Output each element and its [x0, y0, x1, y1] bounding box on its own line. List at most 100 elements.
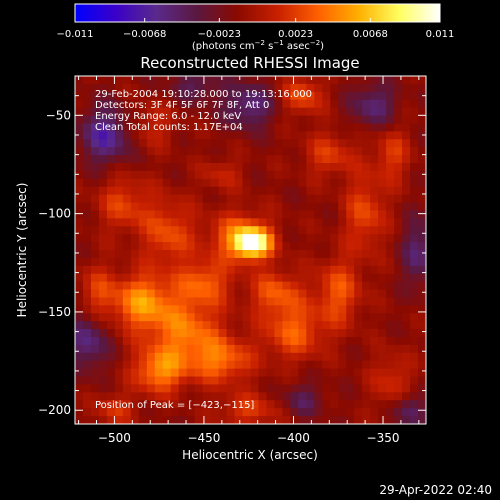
heatmap-cell — [418, 234, 426, 243]
heatmap-cell — [114, 131, 124, 140]
heatmap-cell — [170, 178, 180, 188]
heatmap-cell — [258, 408, 268, 417]
heatmap-cell — [306, 344, 315, 354]
heatmap-cell — [250, 273, 260, 283]
heatmap-cell — [218, 289, 228, 299]
heatmap-cell — [210, 344, 220, 354]
heatmap-cell — [234, 257, 244, 267]
heatmap-cell — [154, 352, 164, 362]
heatmap-cell — [202, 115, 212, 125]
heatmap-cell — [146, 376, 156, 386]
heatmap-cell — [234, 289, 244, 299]
heatmap-cell — [410, 313, 419, 322]
heatmap-cell — [250, 115, 260, 125]
heatmap-cell — [146, 250, 156, 259]
heatmap-cell — [122, 147, 132, 156]
heatmap-cell — [234, 265, 244, 275]
heatmap-cell — [154, 257, 164, 267]
heatmap-cell — [106, 337, 116, 346]
heatmap-cell — [386, 313, 395, 322]
info-line-time: 29-Feb-2004 19:10:28.000 to 19:13:16.000 — [95, 89, 312, 100]
heatmap-cell — [394, 178, 403, 188]
heatmap-cell — [218, 170, 228, 180]
heatmap-cell — [202, 384, 212, 393]
heatmap-cell — [338, 139, 347, 148]
heatmap-cell — [122, 226, 132, 235]
heatmap-cell — [354, 313, 363, 322]
heatmap-cell — [378, 155, 387, 164]
heatmap-cell — [106, 313, 116, 322]
heatmap-cell — [282, 107, 291, 117]
heatmap-cell — [274, 194, 284, 204]
heatmap-cell — [75, 99, 84, 109]
heatmap-cell — [370, 250, 379, 259]
heatmap-cell — [186, 250, 196, 259]
heatmap-cell — [274, 234, 284, 243]
heatmap-cell — [75, 163, 84, 172]
heatmap-cell — [290, 297, 299, 306]
heatmap-cell — [250, 186, 260, 196]
x-tick-label: −350 — [367, 431, 400, 445]
heatmap-cell — [82, 123, 92, 132]
heatmap-cell — [386, 83, 395, 93]
heatmap-cell — [354, 83, 363, 93]
heatmap-cell — [386, 115, 395, 125]
heatmap-cell — [402, 123, 411, 132]
heatmap-cell — [162, 273, 172, 283]
heatmap-cell — [218, 265, 228, 275]
heatmap-cell — [202, 392, 212, 401]
heatmap-cell — [346, 163, 355, 172]
heatmap-cell — [330, 194, 339, 204]
heatmap-cell — [210, 218, 220, 227]
heatmap-cell — [82, 83, 92, 93]
heatmap-cell — [218, 218, 228, 227]
heatmap-cell — [122, 360, 132, 370]
heatmap-cell — [210, 234, 220, 243]
heatmap-cell — [322, 250, 331, 259]
heatmap-cell — [82, 329, 92, 338]
heatmap-cell — [210, 360, 220, 370]
heatmap-cell — [98, 416, 108, 424]
heatmap-cell — [250, 392, 260, 401]
heatmap-cell — [370, 139, 379, 148]
heatmap-cell — [306, 131, 315, 140]
heatmap-cell — [98, 76, 108, 85]
heatmap-cell — [258, 234, 268, 243]
heatmap-cell — [410, 139, 419, 148]
heatmap-cell — [306, 408, 315, 417]
heatmap-cell — [210, 265, 220, 275]
heatmap-cell — [90, 147, 100, 156]
heatmap-cell — [75, 147, 84, 156]
heatmap-cell — [130, 352, 140, 362]
heatmap-cell — [154, 273, 164, 283]
heatmap-cell — [314, 234, 323, 243]
heatmap-cell — [258, 83, 268, 93]
heatmap-cell — [194, 83, 204, 93]
heatmap-cell — [410, 91, 419, 101]
heatmap-cell — [170, 83, 180, 93]
heatmap-cell — [410, 242, 419, 251]
heatmap-cell — [322, 257, 331, 267]
heatmap-cell — [106, 218, 116, 227]
heatmap-cell — [258, 360, 268, 370]
heatmap-cell — [178, 76, 188, 85]
heatmap-cell — [122, 194, 132, 204]
heatmap-cell — [106, 329, 116, 338]
heatmap-cell — [202, 170, 212, 180]
heatmap-cell — [306, 250, 315, 259]
heatmap-cell — [306, 83, 315, 93]
heatmap-cell — [290, 392, 299, 401]
heatmap-cell — [154, 416, 164, 424]
heatmap-cell — [114, 107, 124, 117]
heatmap-cell — [394, 321, 403, 330]
heatmap-cell — [146, 408, 156, 417]
heatmap-cell — [138, 313, 148, 322]
heatmap-cell — [258, 163, 268, 172]
heatmap-cell — [162, 265, 172, 275]
heatmap-cell — [218, 360, 228, 370]
heatmap-cell — [282, 115, 291, 125]
heatmap-cell — [186, 194, 196, 204]
heatmap-cell — [130, 305, 140, 314]
heatmap-cell — [218, 257, 228, 267]
heatmap-cell — [330, 344, 339, 354]
